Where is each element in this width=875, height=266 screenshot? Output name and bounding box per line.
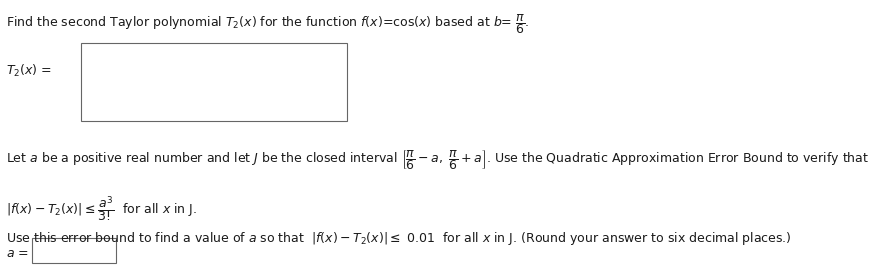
Text: $a$ =: $a$ = — [6, 247, 29, 260]
Text: $|f(x)-T_2(x)|\leq \dfrac{a^3}{3!}$  for all $x$ in J.: $|f(x)-T_2(x)|\leq \dfrac{a^3}{3!}$ for … — [6, 194, 197, 224]
Bar — [32, 238, 116, 263]
Bar — [80, 43, 347, 121]
Text: $T_2(x)$ =: $T_2(x)$ = — [6, 63, 52, 78]
Text: Find the second Taylor polynomial $T_2(x)$ for the function $f(x)$=cos($x$) base: Find the second Taylor polynomial $T_2(x… — [6, 12, 529, 36]
Text: Use this error bound to find a value of $a$ so that  $|f(x)-T_2(x)|\leq$ 0.01  f: Use this error bound to find a value of … — [6, 230, 792, 247]
Text: Let $a$ be a positive real number and let $J$ be the closed interval $\left[\dfr: Let $a$ be a positive real number and le… — [6, 148, 869, 172]
